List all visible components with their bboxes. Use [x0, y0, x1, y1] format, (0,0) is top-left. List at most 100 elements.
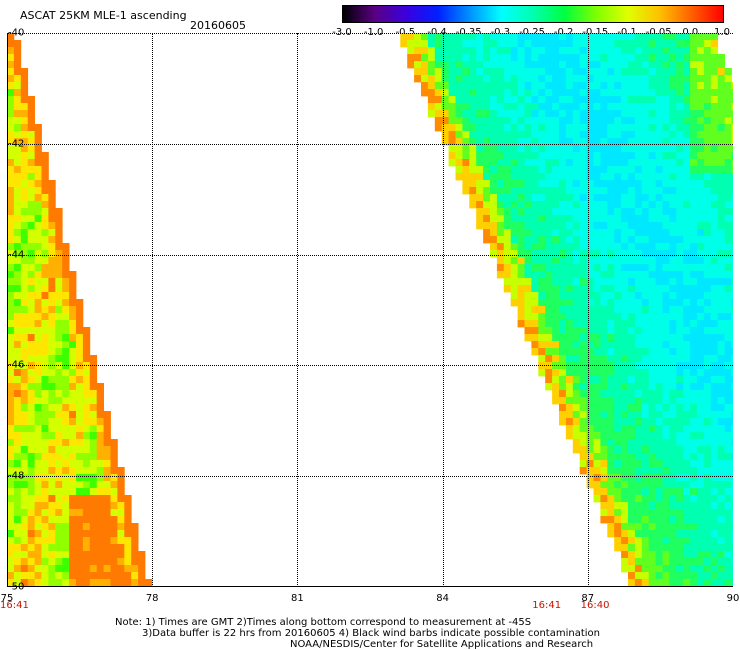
west-swath-cell: [76, 397, 84, 405]
west-swath-cell: [7, 495, 15, 503]
east-swath-cell: [600, 250, 608, 258]
east-swath-cell: [434, 117, 443, 125]
west-swath-cell: [20, 544, 29, 552]
east-swath-cell: [531, 89, 539, 97]
west-swath-cell: [96, 439, 104, 447]
west-swath-cell: [55, 481, 63, 489]
east-swath-cell: [676, 544, 684, 552]
east-swath-cell: [655, 481, 663, 489]
east-swath-cell: [662, 446, 670, 454]
east-swath-cell: [655, 509, 663, 517]
west-swath-cell: [41, 523, 49, 531]
color-scale-label: -0.1: [617, 27, 637, 38]
east-swath-cell: [531, 152, 539, 160]
east-swath-cell: [662, 145, 670, 153]
west-swath-cell: [89, 439, 98, 447]
east-swath-cell: [655, 579, 663, 587]
west-swath-cell: [7, 544, 15, 552]
west-swath-cell: [48, 201, 56, 209]
west-swath-cell: [103, 467, 111, 475]
east-swath-cell: [697, 96, 705, 104]
east-swath-cell: [669, 481, 677, 489]
east-swath-cell: [510, 222, 518, 230]
east-swath-cell: [593, 208, 601, 216]
east-swath-cell: [628, 208, 636, 216]
east-swath-cell: [545, 306, 553, 314]
east-swath-cell: [510, 33, 518, 41]
west-swath-cell: [34, 453, 42, 461]
east-swath-cell: [552, 299, 560, 307]
east-swath-cell: [607, 299, 615, 307]
east-swath-cell: [697, 376, 705, 384]
east-swath-cell: [462, 47, 470, 55]
east-swath-cell: [593, 390, 601, 398]
east-swath-cell: [621, 271, 629, 279]
east-swath-cell: [600, 103, 608, 111]
east-swath-cell: [731, 215, 733, 223]
east-swath-cell: [634, 264, 643, 272]
east-swath-cell: [683, 117, 691, 125]
east-swath-cell: [476, 173, 484, 181]
east-swath-cell: [538, 54, 546, 62]
east-swath-cell: [697, 166, 705, 174]
east-swath-cell: [586, 257, 594, 265]
east-swath-cell: [476, 201, 484, 209]
east-swath-cell: [579, 54, 587, 62]
east-swath-cell: [600, 460, 608, 468]
east-swath-cell: [662, 488, 670, 496]
west-swath-cell: [7, 439, 15, 447]
east-swath-cell: [607, 439, 615, 447]
east-swath-cell: [662, 117, 670, 125]
east-swath-cell: [662, 61, 670, 69]
west-swath-cell: [55, 250, 63, 258]
east-swath-cell: [683, 572, 691, 580]
east-swath-cell: [579, 348, 587, 356]
east-swath-cell: [628, 474, 636, 482]
east-swath-cell: [607, 425, 615, 433]
east-swath-cell: [538, 194, 546, 202]
east-swath-cell: [441, 75, 449, 83]
east-swath-cell: [683, 285, 691, 293]
east-swath-cell: [662, 82, 670, 90]
west-swath-cell: [13, 40, 22, 48]
east-swath-cell: [690, 348, 698, 356]
east-swath-cell: [565, 278, 574, 286]
east-swath-cell: [572, 306, 581, 314]
east-swath-cell: [462, 110, 470, 118]
east-swath-cell: [648, 523, 656, 531]
east-swath-cell: [572, 348, 581, 356]
east-swath-cell: [614, 488, 622, 496]
east-swath-cell: [634, 131, 643, 139]
east-swath-cell: [683, 61, 691, 69]
east-swath-cell: [669, 320, 677, 328]
east-swath-cell: [552, 124, 560, 132]
east-swath-cell: [628, 495, 636, 503]
east-swath-cell: [724, 383, 732, 391]
east-swath-cell: [648, 96, 656, 104]
east-swath-cell: [655, 201, 663, 209]
east-swath-cell: [552, 348, 560, 356]
east-swath-cell: [524, 110, 532, 118]
east-swath-cell: [697, 82, 705, 90]
east-swath-cell: [697, 334, 705, 342]
longitude-label: 90: [726, 593, 740, 604]
east-swath-cell: [690, 376, 698, 384]
east-swath-cell: [641, 488, 650, 496]
east-swath-cell: [628, 313, 636, 321]
east-swath-cell: [600, 285, 608, 293]
east-swath-cell: [469, 61, 477, 69]
east-swath-cell: [524, 180, 532, 188]
west-swath-cell: [7, 341, 15, 349]
east-swath-cell: [503, 68, 512, 76]
west-swath-cell: [62, 516, 70, 524]
east-swath-cell: [545, 278, 553, 286]
east-swath-cell: [559, 201, 567, 209]
east-swath-cell: [724, 320, 732, 328]
east-swath-cell: [717, 68, 725, 76]
east-swath-cell: [600, 404, 608, 412]
west-swath-cell: [76, 299, 84, 307]
east-swath-cell: [697, 243, 705, 251]
east-swath-cell: [545, 264, 553, 272]
parallel-line: [7, 143, 733, 145]
west-swath-cell: [13, 75, 22, 83]
